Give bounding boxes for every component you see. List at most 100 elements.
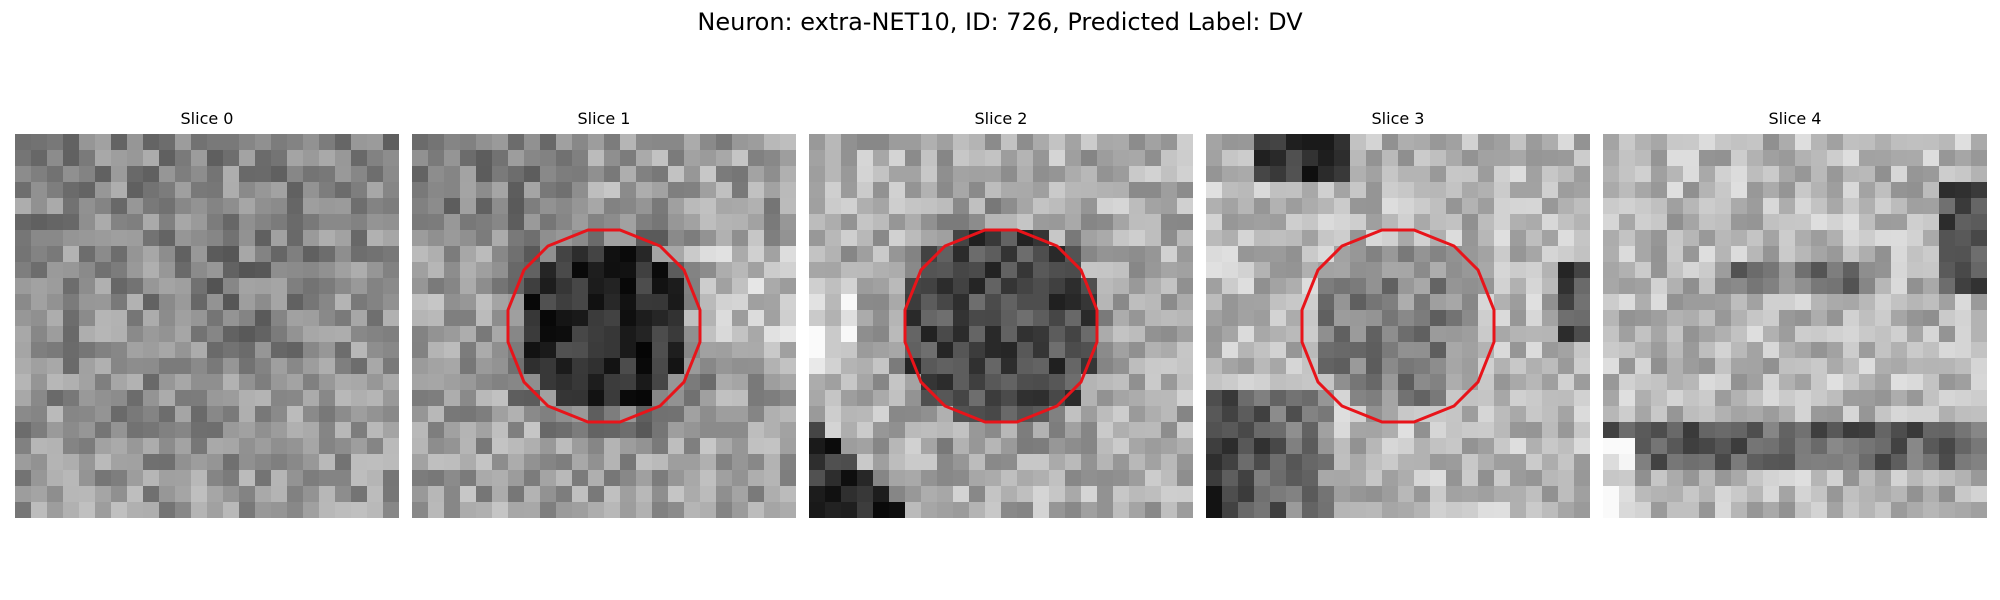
pixel [1971, 214, 1987, 231]
pixel [556, 278, 573, 295]
pixel [191, 262, 208, 279]
pixel [953, 470, 970, 487]
pixel [1526, 246, 1543, 263]
pixel [335, 150, 352, 167]
pixel [524, 166, 541, 183]
pixel [620, 246, 637, 263]
pixel [1065, 470, 1082, 487]
pixel [636, 470, 653, 487]
pixel [1891, 470, 1908, 487]
pixel [1334, 502, 1351, 518]
pixel [1907, 326, 1924, 343]
pixel [367, 134, 384, 151]
pixel [367, 374, 384, 391]
pixel [873, 198, 890, 215]
pixel [969, 166, 986, 183]
pixel [1065, 166, 1082, 183]
pixel [1683, 262, 1700, 279]
pixel [428, 438, 445, 455]
pixel [335, 358, 352, 375]
pixel [1318, 342, 1335, 359]
pixel [1382, 406, 1399, 423]
pixel [143, 166, 160, 183]
pixel [1683, 310, 1700, 327]
pixel [1510, 150, 1527, 167]
pixel [1286, 326, 1303, 343]
pixel [825, 486, 842, 503]
pixel [1635, 150, 1652, 167]
pixel [1971, 326, 1987, 343]
pixel [889, 230, 906, 247]
pixel [604, 422, 621, 439]
pixel [1763, 342, 1780, 359]
pixel [223, 150, 240, 167]
pixel [159, 182, 176, 199]
pixel [351, 134, 368, 151]
pixel [31, 358, 48, 375]
pixel [588, 470, 605, 487]
pixel [1699, 150, 1716, 167]
pixel [1286, 166, 1303, 183]
pixel [476, 278, 493, 295]
pixel [319, 278, 336, 295]
pixel [1683, 374, 1700, 391]
pixel [444, 310, 461, 327]
pixel [684, 406, 701, 423]
pixel [780, 342, 796, 359]
pixel [383, 342, 399, 359]
pixel [1001, 262, 1018, 279]
pixel [1446, 326, 1463, 343]
pixel [1859, 134, 1876, 151]
pixel [1161, 342, 1178, 359]
pixel [556, 358, 573, 375]
pixel [191, 198, 208, 215]
pixel [1017, 326, 1034, 343]
pixel [1635, 374, 1652, 391]
pixel [1971, 198, 1987, 215]
pixel [1619, 470, 1636, 487]
pixel [1206, 278, 1223, 295]
pixel [921, 294, 938, 311]
pixel [412, 358, 429, 375]
pixel [1366, 374, 1383, 391]
pixel [95, 342, 112, 359]
pixel [572, 294, 589, 311]
pixel [15, 166, 32, 183]
pixel [540, 278, 557, 295]
pixel [1382, 310, 1399, 327]
pixel [1177, 182, 1193, 199]
pixel [684, 310, 701, 327]
pixel [1206, 246, 1223, 263]
pixel [809, 294, 826, 311]
pixel [556, 166, 573, 183]
pixel [1542, 406, 1559, 423]
pixel [492, 390, 509, 407]
pixel [31, 390, 48, 407]
pixel [985, 438, 1002, 455]
pixel [303, 374, 320, 391]
pixel [1462, 502, 1479, 518]
pixel [1859, 406, 1876, 423]
pixel [428, 198, 445, 215]
pixel [652, 294, 669, 311]
pixel [1286, 358, 1303, 375]
pixel [191, 358, 208, 375]
slice-image [15, 134, 399, 518]
pixel [1955, 198, 1972, 215]
pixel [873, 342, 890, 359]
pixel [444, 262, 461, 279]
pixel [383, 150, 399, 167]
pixel [492, 406, 509, 423]
pixel [255, 390, 272, 407]
pixel [1478, 198, 1495, 215]
pixel [1302, 326, 1319, 343]
pixel [1747, 198, 1764, 215]
pixel [63, 438, 80, 455]
pixel [1238, 486, 1255, 503]
pixel [1875, 486, 1892, 503]
pixel [1574, 470, 1590, 487]
pixel [428, 358, 445, 375]
pixel [764, 310, 781, 327]
pixel [873, 310, 890, 327]
pixel [1430, 390, 1447, 407]
